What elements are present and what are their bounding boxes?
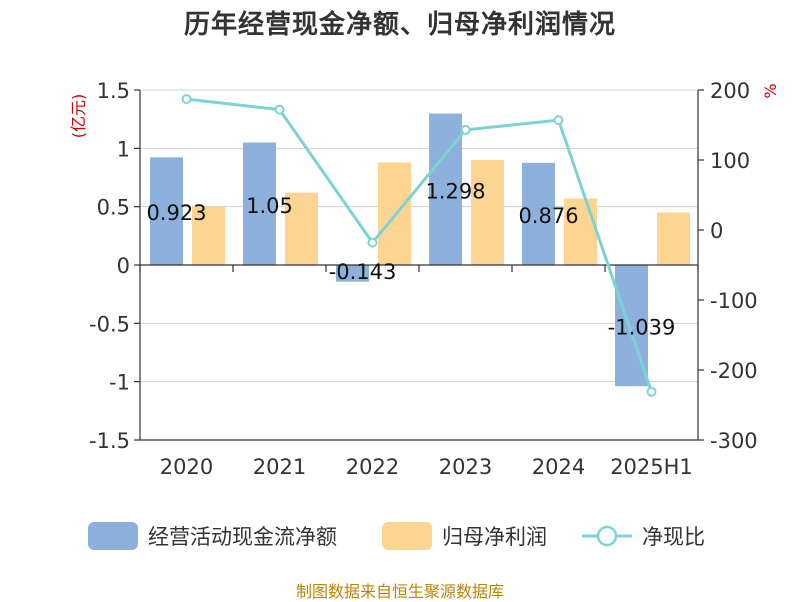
bar-cashflow [150,157,183,265]
line-ratio [186,97,653,393]
legend-item-cashflow[interactable]: 经营活动现金流净额 [88,518,337,554]
axes: 1.5 1 0.5 0 -0.5 -1 -1.5 200 100 0 -100 -200 -300 202… [69,79,780,479]
right-tick-label: -300 [710,429,758,453]
bar-cashflow [336,265,369,282]
left-tick-label: -0.5 [89,312,130,336]
legend-swatch-netprofit [382,522,432,550]
point-ratio [274,104,285,115]
x-tick-label: 2022 [346,455,399,479]
right-tick-label: 200 [710,79,750,103]
legend-label-ratio: 净现比 [642,525,705,549]
legend-label-netprofit: 归母净利润 [442,525,547,549]
right-axis-unit: % [761,83,780,98]
left-tick-label: 0 [117,254,130,278]
right-tick-label: 0 [710,219,723,243]
line-series [181,94,657,397]
source-note: 制图数据来自恒生聚源数据库 [295,582,504,601]
bar-netprofit [657,212,690,265]
point-ratio [181,94,192,105]
data-label-cashflow: -0.143 [329,260,397,284]
chart-title: 历年经营现金净额、归母净利润情况 [183,10,616,40]
bar-cashflow [243,142,276,265]
data-label-cashflow: 0.923 [146,201,206,225]
data-label-cashflow: 0.876 [518,204,578,228]
legend-label-cashflow: 经营活动现金流净额 [148,525,337,549]
data-label-cashflow: 1.05 [246,194,293,218]
point-ratio [460,124,471,135]
left-tick-label: 1 [117,137,130,161]
left-tick-label: -1.5 [89,429,130,453]
bar-cashflow [522,162,555,265]
legend-swatch-cashflow [88,522,138,550]
right-tick-label: -200 [710,359,758,383]
left-axis-unit: (亿元) [69,94,88,139]
left-tick-label: 0.5 [97,196,130,220]
right-tick-label: 100 [710,149,750,173]
x-tick-label: 2023 [439,455,492,479]
bar-netprofit [192,206,225,265]
legend-item-ratio[interactable]: 净现比 [582,518,705,554]
x-tick-label: 2021 [253,455,306,479]
bar-netprofit [564,198,597,265]
right-tick-label: -100 [710,289,758,313]
data-label-cashflow: 1.298 [425,179,485,203]
point-ratio [646,386,657,397]
data-labels: 0.923 1.05 -0.143 1.298 0.876 -1.039 [146,179,675,339]
x-tick-label: 2024 [532,455,585,479]
x-tick-label: 2020 [160,455,213,479]
bar-series [150,113,690,387]
point-ratio [553,115,564,126]
bar-netprofit [285,192,318,265]
legend-swatch-ratio [582,525,632,547]
x-tick-label: 2025H1 [610,455,693,479]
legend-item-netprofit[interactable]: 归母净利润 [382,518,547,554]
left-tick-label: 1.5 [97,79,130,103]
point-ratio [367,237,378,248]
bar-netprofit [471,160,504,265]
legend: 经营活动现金流净额 归母净利润 净现比 [0,518,800,554]
left-tick-label: -1 [109,371,130,395]
data-label-cashflow: -1.039 [608,316,676,340]
